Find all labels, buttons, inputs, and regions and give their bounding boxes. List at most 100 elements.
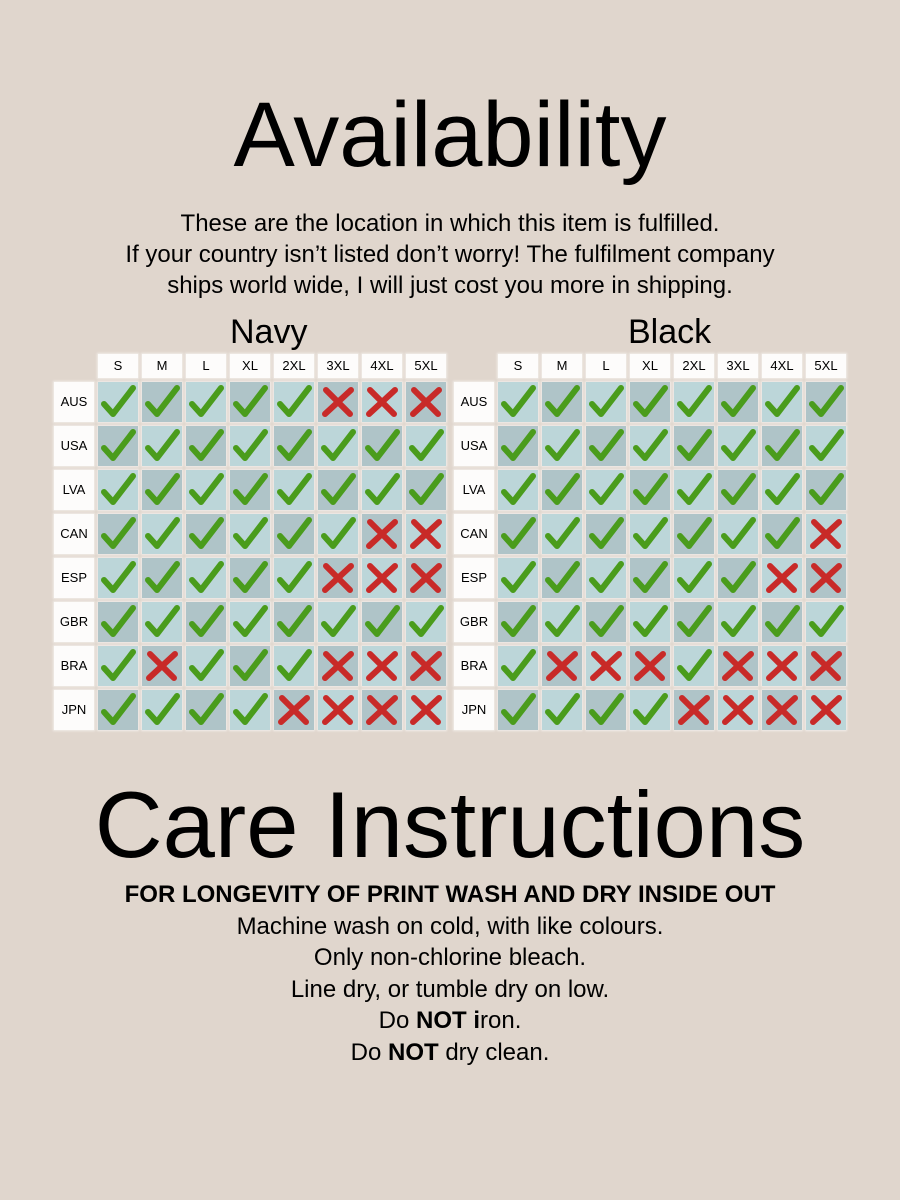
availability-cell bbox=[542, 514, 582, 554]
intro-line: If your country isn’t listed don’t worry… bbox=[125, 241, 775, 268]
availability-cell bbox=[98, 514, 138, 554]
check-icon bbox=[365, 429, 400, 461]
availability-cell bbox=[806, 558, 846, 598]
check-icon bbox=[633, 385, 668, 417]
availability-cell bbox=[586, 558, 626, 598]
cross-icon bbox=[766, 651, 798, 681]
cross-icon bbox=[366, 519, 398, 549]
check-icon bbox=[277, 605, 312, 637]
check-icon bbox=[721, 517, 756, 549]
check-icon bbox=[589, 561, 624, 593]
availability-cell bbox=[142, 602, 182, 642]
availability-cell bbox=[806, 646, 846, 686]
availability-cell bbox=[762, 426, 802, 466]
check-icon bbox=[501, 561, 536, 593]
availability-cell bbox=[674, 514, 714, 554]
availability-cell bbox=[498, 426, 538, 466]
availability-cell bbox=[718, 558, 758, 598]
check-icon bbox=[189, 693, 224, 725]
availability-cell bbox=[186, 514, 226, 554]
care-line-dry-clean: Do NOT dry clean. bbox=[0, 1037, 900, 1069]
size-label: 2XL bbox=[674, 354, 714, 378]
availability-cell bbox=[674, 602, 714, 642]
availability-cell bbox=[806, 382, 846, 422]
care-emphasis: NOT bbox=[415, 1007, 467, 1034]
availability-cell bbox=[230, 470, 270, 510]
cross-icon bbox=[410, 519, 442, 549]
availability-cell bbox=[498, 646, 538, 686]
check-icon bbox=[321, 473, 356, 505]
availability-cell bbox=[586, 426, 626, 466]
intro-line: These are the location in which this ite… bbox=[180, 210, 720, 237]
availability-cell bbox=[586, 514, 626, 554]
availability-cell bbox=[230, 558, 270, 598]
availability-cell bbox=[718, 382, 758, 422]
grid-row: BRA bbox=[54, 646, 450, 686]
check-icon bbox=[101, 473, 136, 505]
availability-cell bbox=[142, 382, 182, 422]
availability-cell bbox=[318, 382, 358, 422]
check-icon bbox=[277, 561, 312, 593]
availability-cell bbox=[542, 426, 582, 466]
size-label: 4XL bbox=[762, 354, 802, 378]
size-label: XL bbox=[230, 354, 270, 378]
cross-icon bbox=[410, 651, 442, 681]
cross-icon bbox=[322, 651, 354, 681]
availability-cell bbox=[406, 382, 446, 422]
cross-icon bbox=[810, 695, 842, 725]
availability-cell bbox=[142, 426, 182, 466]
check-icon bbox=[809, 385, 844, 417]
check-icon bbox=[189, 473, 224, 505]
availability-cell bbox=[630, 470, 670, 510]
availability-cell bbox=[586, 690, 626, 730]
availability-cell bbox=[98, 470, 138, 510]
availability-cell bbox=[718, 514, 758, 554]
grid-row: ESP bbox=[454, 558, 850, 598]
check-icon bbox=[277, 385, 312, 417]
check-icon bbox=[277, 473, 312, 505]
care-text: ron. bbox=[480, 1007, 522, 1034]
check-icon bbox=[545, 605, 580, 637]
check-icon bbox=[321, 429, 356, 461]
availability-cell bbox=[806, 514, 846, 554]
availability-cell bbox=[406, 514, 446, 554]
country-label: BRA bbox=[454, 646, 494, 686]
check-icon bbox=[233, 473, 268, 505]
availability-cell bbox=[98, 690, 138, 730]
check-icon bbox=[721, 385, 756, 417]
availability-cell bbox=[362, 558, 402, 598]
check-icon bbox=[633, 429, 668, 461]
check-icon bbox=[501, 473, 536, 505]
check-icon bbox=[321, 605, 356, 637]
care-line-wash: Machine wash on cold, with like colours. bbox=[236, 912, 664, 940]
check-icon bbox=[365, 473, 400, 505]
availability-cell bbox=[630, 646, 670, 686]
country-label: LVA bbox=[54, 470, 94, 510]
size-label: L bbox=[186, 354, 226, 378]
availability-cell bbox=[762, 514, 802, 554]
country-label: USA bbox=[454, 426, 494, 466]
grid-row: GBR bbox=[54, 602, 450, 642]
check-icon bbox=[233, 517, 268, 549]
availability-cell bbox=[318, 426, 358, 466]
availability-cell bbox=[98, 426, 138, 466]
availability-cell bbox=[542, 382, 582, 422]
check-icon bbox=[233, 605, 268, 637]
check-icon bbox=[101, 605, 136, 637]
check-icon bbox=[501, 429, 536, 461]
check-icon bbox=[809, 429, 844, 461]
cross-icon bbox=[366, 651, 398, 681]
size-label: 2XL bbox=[274, 354, 314, 378]
check-icon bbox=[589, 429, 624, 461]
availability-cell bbox=[674, 646, 714, 686]
cross-icon bbox=[810, 563, 842, 593]
availability-cell bbox=[762, 558, 802, 598]
check-icon bbox=[677, 429, 712, 461]
check-icon bbox=[189, 649, 224, 681]
availability-cell bbox=[718, 690, 758, 730]
availability-cell bbox=[406, 646, 446, 686]
availability-cell bbox=[318, 558, 358, 598]
check-icon bbox=[277, 517, 312, 549]
availability-cell bbox=[586, 646, 626, 686]
check-icon bbox=[721, 429, 756, 461]
